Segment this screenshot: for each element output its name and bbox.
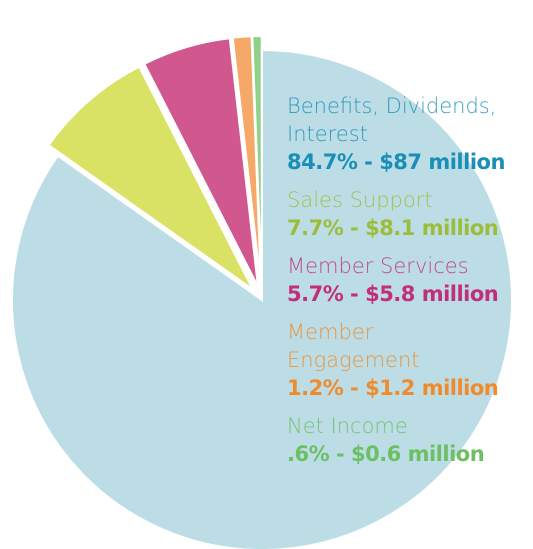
category-label: Net Income: [287, 414, 408, 438]
category-label: Sales Support: [287, 188, 433, 212]
category-label: Benefits, Dividends, Interest: [287, 94, 497, 146]
label-item: Sales Support 7.7% - $8.1 million: [287, 186, 522, 242]
labels: Benefits, Dividends, Interest 84.7% - $87…: [287, 92, 522, 468]
value-label: .6% - $0.6 million: [287, 442, 485, 466]
pie-slice: [251, 35, 263, 287]
label-item: Benefits, Dividends, Interest 84.7% - $87…: [287, 92, 522, 176]
value-label: 7.7% - $8.1 million: [287, 216, 499, 240]
label-item: Member Engagement 1.2% - $1.2 million: [287, 318, 499, 402]
pie-slice: [11, 48, 513, 549]
category-label: Member Engagement: [287, 320, 420, 372]
pie-slice: [47, 65, 254, 291]
value-label: 1.2% - $1.2 million: [287, 376, 499, 400]
category-label: Member Services: [287, 254, 469, 278]
value-label: 84.7% - $87 million: [287, 150, 505, 174]
value-label: 5.7% - $5.8 million: [287, 282, 499, 306]
pie-slice: [143, 37, 259, 288]
label-item: Member Services 5.7% - $5.8 million: [287, 252, 522, 308]
label-item: Net Income .6% - $0.6 million: [287, 412, 522, 468]
